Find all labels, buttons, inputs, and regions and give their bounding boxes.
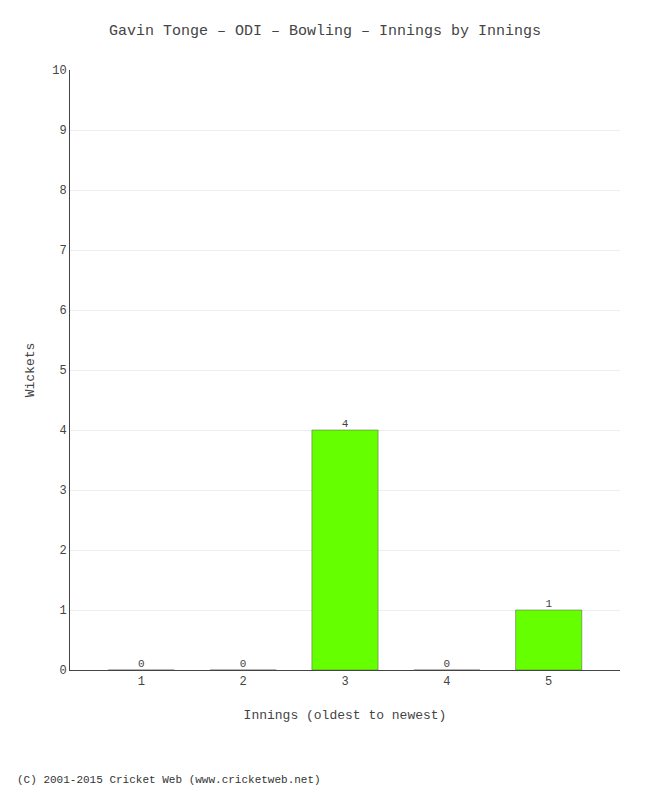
svg-text:0: 0 [138,658,145,670]
svg-text:4: 4 [443,675,450,689]
svg-text:8: 8 [59,184,66,198]
svg-text:3: 3 [341,675,348,689]
svg-text:4: 4 [342,418,349,430]
svg-text:7: 7 [59,244,66,258]
svg-text:6: 6 [59,304,66,318]
svg-text:9: 9 [59,124,66,138]
svg-text:0: 0 [444,658,451,670]
svg-text:10: 10 [52,64,66,78]
svg-text:1: 1 [545,598,552,610]
svg-text:4: 4 [59,424,66,438]
svg-text:Gavin Tonge – ODI – Bowling –: Gavin Tonge – ODI – Bowling – Innings by… [109,23,541,40]
svg-text:1: 1 [59,604,66,618]
svg-text:5: 5 [59,364,66,378]
svg-text:5: 5 [545,675,552,689]
svg-text:1: 1 [138,675,145,689]
svg-text:2: 2 [59,544,66,558]
svg-text:0: 0 [59,664,66,678]
svg-text:(C) 2001-2015 Cricket Web (www: (C) 2001-2015 Cricket Web (www.cricketwe… [17,774,321,786]
svg-text:Innings (oldest to newest): Innings (oldest to newest) [244,708,447,723]
svg-text:0: 0 [240,658,247,670]
svg-text:Wickets: Wickets [23,343,38,398]
svg-text:3: 3 [59,484,66,498]
svg-text:2: 2 [240,675,247,689]
